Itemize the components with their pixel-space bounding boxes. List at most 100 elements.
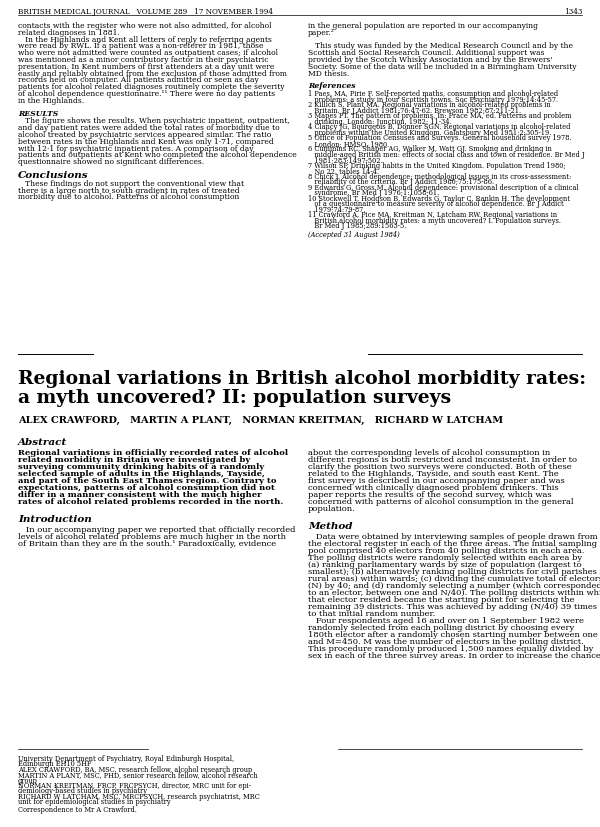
- Text: 180th elector after a randomly chosen starting number between one: 180th elector after a randomly chosen st…: [308, 630, 598, 638]
- Text: 4 Clancy JG, Bourgeois B, Donner SGN. Regional variations in alcohol-related: 4 Clancy JG, Bourgeois B, Donner SGN. Re…: [308, 123, 571, 131]
- Text: 5 Office of Population Censuses and Surveys. General household survey 1978.: 5 Office of Population Censuses and Surv…: [308, 134, 571, 142]
- Text: British alcohol morbidity rates: a myth uncovered? I. Population surveys.: British alcohol morbidity rates: a myth …: [308, 217, 561, 224]
- Text: MARTIN A PLANT, MSC, PHD, senior research fellow, alcohol research: MARTIN A PLANT, MSC, PHD, senior researc…: [18, 770, 258, 778]
- Text: Scottish and Social Research Council. Additional support was: Scottish and Social Research Council. Ad…: [308, 49, 545, 57]
- Text: alcohol treated by psychiatric services appeared similar. The ratio: alcohol treated by psychiatric services …: [18, 131, 271, 139]
- Text: 6 Cummins RC, Shaper AG, Walker M, Watt GJ. Smoking and drinking in: 6 Cummins RC, Shaper AG, Walker M, Watt …: [308, 145, 552, 153]
- Text: 1979;74:79-87.: 1979;74:79-87.: [308, 205, 365, 213]
- Text: and part of the South East Thames region. Contrary to: and part of the South East Thames region…: [18, 476, 277, 485]
- Text: In our accompanying paper we reported that officially recorded: In our accompanying paper we reported th…: [18, 525, 296, 533]
- Text: in the Highlands.: in the Highlands.: [18, 97, 84, 105]
- Text: sex in each of the three survey areas. In order to increase the chance: sex in each of the three survey areas. I…: [308, 651, 600, 659]
- Text: Four respondents aged 16 and over on 1 September 1982 were: Four respondents aged 16 and over on 1 S…: [308, 616, 584, 624]
- Text: The polling districts were randomly selected within each area by: The polling districts were randomly sele…: [308, 553, 582, 562]
- Text: of a questionnaire to measure severity of alcohol dependence. Br J Addict: of a questionnaire to measure severity o…: [308, 200, 564, 208]
- Text: Conclusions: Conclusions: [18, 171, 89, 179]
- Text: provided by the Scotch Whisky Association and by the Brewers': provided by the Scotch Whisky Associatio…: [308, 56, 553, 64]
- Text: there is a large north to south gradient in rates of treated: there is a large north to south gradient…: [18, 186, 239, 194]
- Text: Br Med J 1985;289:1563-5.: Br Med J 1985;289:1563-5.: [308, 222, 406, 230]
- Text: was mentioned as a minor contributory factor in their psychiatric: was mentioned as a minor contributory fa…: [18, 56, 269, 64]
- Text: 2 Killich S, Plant MA. Regional variations in alcohol-related problems in: 2 Killich S, Plant MA. Regional variatio…: [308, 101, 551, 109]
- Text: and day patient rates were added the total rates of morbidity due to: and day patient rates were added the tot…: [18, 124, 280, 132]
- Text: problems within the United Kingdom. Galatsbury Med 1951;2:305-19.: problems within the United Kingdom. Gala…: [308, 128, 551, 136]
- Text: problems: a study in four Scottish towns. Soc Psychiatry 1979;14:45-57.: problems: a study in four Scottish towns…: [308, 96, 558, 103]
- Text: 9 Edwards G, Gross M. Alcohol dependence: provisional description of a clinical: 9 Edwards G, Gross M. Alcohol dependence…: [308, 184, 578, 192]
- Text: related diagnoses in 1881.: related diagnoses in 1881.: [18, 29, 120, 36]
- Text: that elector resided became the starting point for selecting the: that elector resided became the starting…: [308, 595, 575, 603]
- Text: rates of alcohol related problems recorded in the north.: rates of alcohol related problems record…: [18, 497, 283, 505]
- Text: reliability of the criteria. Br J Addict 1980;75:175-86.: reliability of the criteria. Br J Addict…: [308, 178, 494, 186]
- Text: This procedure randomly produced 1,500 names equally divided by: This procedure randomly produced 1,500 n…: [308, 644, 593, 653]
- Text: Society. Some of the data will be included in a Birmingham University: Society. Some of the data will be includ…: [308, 63, 577, 71]
- Text: This study was funded by the Medical Research Council and by the: This study was funded by the Medical Res…: [308, 42, 573, 50]
- Text: Britain. Br J Addict 1981;76:47-62. Brewson 1982;87:211-21.: Britain. Br J Addict 1981;76:47-62. Brew…: [308, 107, 521, 115]
- Text: randomly selected from each polling district by choosing every: randomly selected from each polling dist…: [308, 624, 574, 631]
- Text: were read by RWL. If a patient was a non-referer in 1981, those: were read by RWL. If a patient was a non…: [18, 42, 263, 50]
- Text: population.: population.: [308, 504, 356, 513]
- Text: and M=450. M was the number of electors in the polling district.: and M=450. M was the number of electors …: [308, 638, 584, 645]
- Text: paper.²: paper.²: [308, 29, 335, 36]
- Text: group: group: [18, 776, 38, 784]
- Text: to an elector, between one and N/40). The polling districts within which: to an elector, between one and N/40). Th…: [308, 588, 600, 596]
- Text: References: References: [308, 83, 355, 90]
- Text: University Department of Psychiatry, Royal Edinburgh Hospital,: University Department of Psychiatry, Roy…: [18, 754, 234, 762]
- Text: Edinburgh EH10 5HF: Edinburgh EH10 5HF: [18, 759, 91, 767]
- Text: 8 Chick J. Alcohol dependence: methodological issues in its cross-assessment:: 8 Chick J. Alcohol dependence: methodolo…: [308, 173, 571, 180]
- Text: of alcohol dependence questionnaire.¹¹ There were no day patients: of alcohol dependence questionnaire.¹¹ T…: [18, 90, 275, 98]
- Text: who were not admitted were counted as outpatient cases; if alcohol: who were not admitted were counted as ou…: [18, 49, 278, 57]
- Text: Method: Method: [308, 521, 353, 530]
- Text: syndrome. Br Med J 1976;1:1058-61.: syndrome. Br Med J 1976;1:1058-61.: [308, 189, 439, 197]
- Text: contacts with the register who were not also admitted, for alcohol: contacts with the register who were not …: [18, 22, 271, 30]
- Text: No 22, tables 14-4.: No 22, tables 14-4.: [308, 167, 379, 175]
- Text: 11 Crawford A, Pice MA, Kreitman N, Latcham RW. Regional variations in: 11 Crawford A, Pice MA, Kreitman N, Latc…: [308, 211, 557, 219]
- Text: patients and outpatients at Kent who completed the alcohol dependence: patients and outpatients at Kent who com…: [18, 151, 297, 160]
- Text: related to the Highlands, Tayside, and south east Kent. The: related to the Highlands, Tayside, and s…: [308, 470, 559, 477]
- Text: surveying community drinking habits of a randomly: surveying community drinking habits of a…: [18, 462, 264, 471]
- Text: Data were obtained by interviewing samples of people drawn from: Data were obtained by interviewing sampl…: [308, 533, 598, 540]
- Text: London: HMSO, 1980.: London: HMSO, 1980.: [308, 140, 389, 147]
- Text: questionnaire showed no significant differences.: questionnaire showed no significant diff…: [18, 158, 204, 166]
- Text: 7 Wilson SP. Drinking habits in the United Kingdom. Population Trend 1980;: 7 Wilson SP. Drinking habits in the Unit…: [308, 161, 566, 170]
- Text: selected sample of adults in the Highlands, Tayside,: selected sample of adults in the Highlan…: [18, 470, 265, 477]
- Text: Correspondence to Mr A Crawford.: Correspondence to Mr A Crawford.: [18, 805, 137, 813]
- Text: 10 Stockwell T, Hodgson B, Edwards G, Taylor C, Rankin H. The development: 10 Stockwell T, Hodgson B, Edwards G, Ta…: [308, 194, 570, 203]
- Text: RESULTS: RESULTS: [18, 109, 58, 117]
- Text: Regional variations in British alcohol morbidity rates:: Regional variations in British alcohol m…: [18, 370, 586, 388]
- Text: to that initial random number.: to that initial random number.: [308, 609, 435, 617]
- Text: related morbidity in Britain were investigated by: related morbidity in Britain were invest…: [18, 456, 250, 463]
- Text: easily and reliably obtained from the exclusion of those admitted from: easily and reliably obtained from the ex…: [18, 69, 287, 78]
- Text: Abstract: Abstract: [18, 437, 67, 447]
- Text: In the Highlands and Kent all letters of reply to referring agents: In the Highlands and Kent all letters of…: [18, 36, 272, 44]
- Text: middle-aged British men: effects of social class and town of residence. Br Med J: middle-aged British men: effects of soci…: [308, 151, 584, 159]
- Text: ALEX CRAWFORD,   MARTIN A PLANT,   NORMAN KREITMAN,   RICHARD W LATCHAM: ALEX CRAWFORD, MARTIN A PLANT, NORMAN KR…: [18, 415, 503, 424]
- Text: smallest); (b) alternatively ranking polling districts for civil parishes in: smallest); (b) alternatively ranking pol…: [308, 567, 600, 576]
- Text: different regions is both restricted and inconsistent. In order to: different regions is both restricted and…: [308, 456, 577, 463]
- Text: about the corresponding levels of alcohol consumption in: about the corresponding levels of alcoho…: [308, 448, 550, 457]
- Text: 1981;283:1497-502.: 1981;283:1497-502.: [308, 156, 383, 164]
- Text: concerned with clinically diagnosed problem drinkers. This: concerned with clinically diagnosed prob…: [308, 484, 559, 491]
- Text: Regional variations in officially recorded rates of alcohol: Regional variations in officially record…: [18, 448, 288, 457]
- Text: drinking. London: Junction, 1982: 11-34.: drinking. London: Junction, 1982: 11-34.: [308, 117, 452, 126]
- Text: 1343: 1343: [563, 8, 582, 16]
- Text: demiology-based studies in psychiatry: demiology-based studies in psychiatry: [18, 786, 147, 795]
- Text: concerned with patterns of alcohol consumption in the general: concerned with patterns of alcohol consu…: [308, 497, 574, 505]
- Text: differ in a manner consistent with the much higher: differ in a manner consistent with the m…: [18, 490, 262, 499]
- Text: of Britain than they are in the south.¹ Paradoxically, evidence: of Britain than they are in the south.¹ …: [18, 539, 276, 547]
- Text: records held on computer. All patients admitted or seen as day: records held on computer. All patients a…: [18, 76, 259, 84]
- Text: a myth uncovered? II: population surveys: a myth uncovered? II: population surveys: [18, 389, 451, 407]
- Text: with 12·1 for psychiatric inpatient rates. A comparison of day: with 12·1 for psychiatric inpatient rate…: [18, 145, 254, 152]
- Text: The figure shows the results. When psychiatric inpatient, outpatient,: The figure shows the results. When psych…: [18, 117, 290, 125]
- Text: 3 Mapes PT. The pattern of problems. In: Prace MA, ed. Patterns and problem: 3 Mapes PT. The pattern of problems. In:…: [308, 112, 571, 120]
- Text: between rates in the Highlands and Kent was only 1·71, compared: between rates in the Highlands and Kent …: [18, 137, 274, 146]
- Text: first survey is described in our accompanying paper and was: first survey is described in our accompa…: [308, 476, 565, 485]
- Text: remaining 39 districts. This was achieved by adding (N/40) 39 times: remaining 39 districts. This was achieve…: [308, 602, 597, 610]
- Text: Introduction: Introduction: [18, 514, 92, 523]
- Text: rural areas) within wards; (c) dividing the cumulative total of electors: rural areas) within wards; (c) dividing …: [308, 574, 600, 582]
- Text: pool comprised 40 electors from 40 polling districts in each area.: pool comprised 40 electors from 40 polli…: [308, 547, 584, 554]
- Text: presentation. In Kent numbers of first attenders at a day unit were: presentation. In Kent numbers of first a…: [18, 63, 274, 71]
- Text: levels of alcohol related problems are much higher in the north: levels of alcohol related problems are m…: [18, 533, 286, 540]
- Text: RICHARD W LATCHAM, MSC, MRCPSYCH, research psychiatrist, MRC: RICHARD W LATCHAM, MSC, MRCPSYCH, resear…: [18, 791, 260, 800]
- Text: These findings do not support the conventional view that: These findings do not support the conven…: [18, 179, 244, 188]
- Text: patients for alcohol related diagnoses routinely complete the severity: patients for alcohol related diagnoses r…: [18, 83, 284, 91]
- Text: paper reports the results of the second survey, which was: paper reports the results of the second …: [308, 490, 551, 499]
